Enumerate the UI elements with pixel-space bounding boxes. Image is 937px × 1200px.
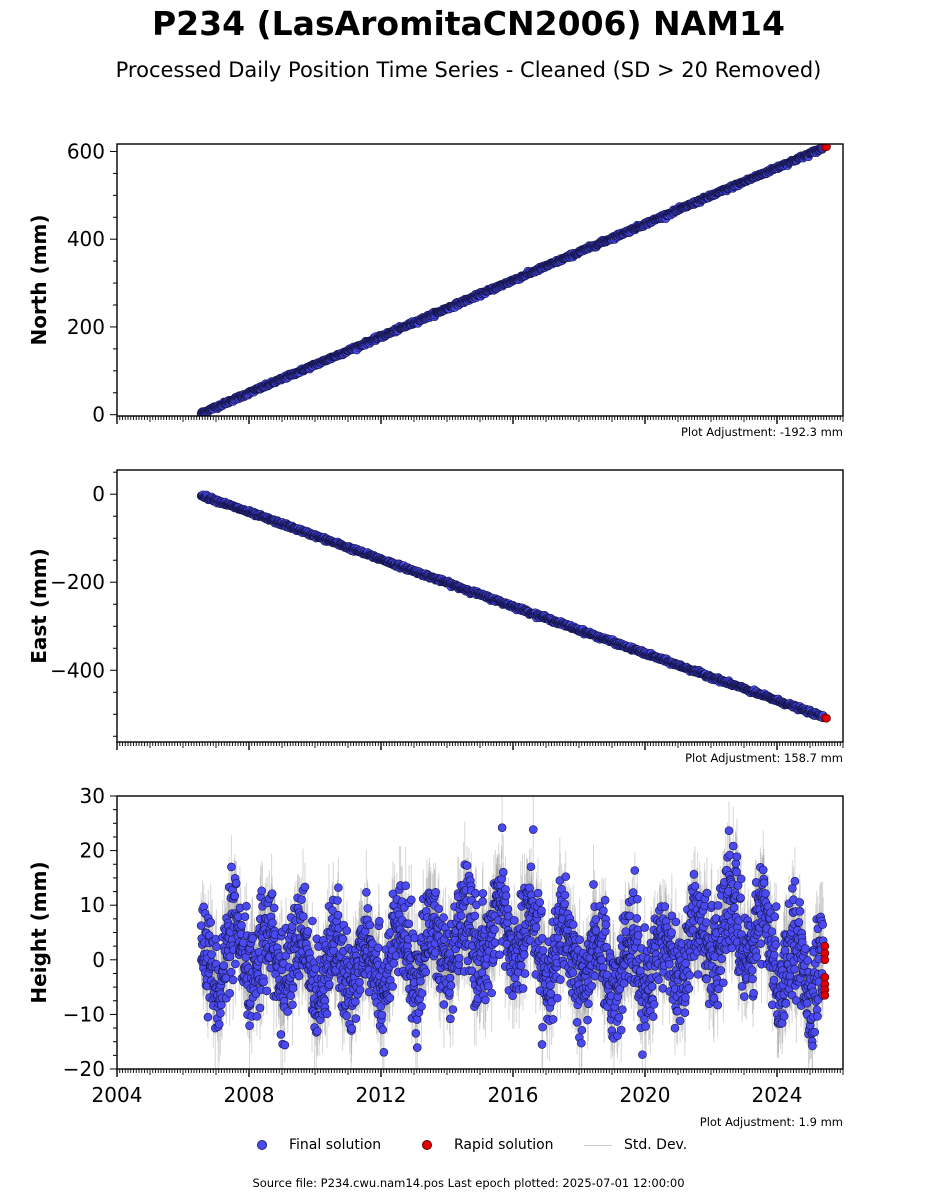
panel-1: 0 200 400 600 North (mm) Plot Adjustment: -19… — [27, 139, 844, 439]
axes-frame — [116, 469, 844, 743]
plot-adjustment: Plot Adjustment: 158.7 mm — [685, 751, 843, 765]
rapid-point — [822, 144, 831, 151]
y-tick-label: 0 — [92, 403, 105, 427]
rapid-point — [822, 713, 831, 723]
plot-area — [196, 490, 831, 723]
final-points — [196, 490, 828, 723]
plot-area — [196, 796, 830, 1069]
chart-title: P234 (LasAromitaCN2006) NAM14 — [152, 4, 785, 43]
y-tick-label: −400 — [50, 658, 105, 682]
final-points — [196, 144, 828, 416]
plot-adjustment: Plot Adjustment: -192.3 mm — [681, 425, 843, 439]
y-tick-label: 0 — [92, 482, 105, 506]
y-tick-label: 400 — [67, 227, 105, 251]
y-tick-label: −200 — [50, 570, 105, 594]
chart-subtitle: Processed Daily Position Time Series - C… — [115, 58, 822, 82]
y-axis-label: North (mm) — [27, 214, 51, 345]
panel-2: −400 −200 0 East (mm) Plot Adjustment: 158.7… — [27, 469, 844, 765]
plot-area — [196, 144, 831, 416]
y-tick-label: 200 — [67, 315, 105, 339]
y-tick-label: 600 — [67, 139, 105, 163]
y-axis-label: East (mm) — [27, 548, 51, 664]
